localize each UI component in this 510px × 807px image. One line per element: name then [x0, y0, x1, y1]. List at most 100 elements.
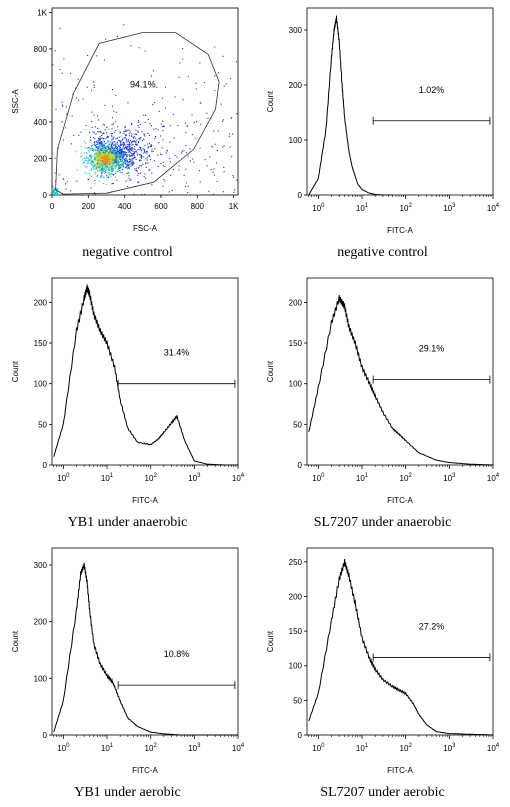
scatter-point	[103, 59, 105, 61]
scatter-point	[131, 150, 133, 152]
scatter-point	[98, 142, 100, 144]
scatter-point	[112, 133, 114, 135]
scatter-point	[123, 162, 125, 164]
scatter-point	[213, 168, 215, 170]
scatter-point	[101, 134, 103, 136]
scatter-point	[133, 156, 135, 159]
scatter-point	[127, 129, 129, 131]
scatter-point	[96, 176, 98, 178]
scatter-point	[117, 166, 119, 168]
x-tick-label: 102	[400, 473, 413, 483]
scatter-point	[91, 126, 93, 128]
scatter-point	[94, 153, 96, 155]
scatter-point	[121, 153, 123, 155]
scatter-point	[96, 167, 98, 169]
scatter-point	[111, 152, 113, 154]
scatter-point	[145, 162, 147, 164]
scatter-point	[102, 145, 104, 147]
scatter-point	[108, 174, 110, 176]
scatter-point	[163, 125, 165, 127]
scatter-point	[187, 75, 189, 77]
scatter-point	[99, 157, 101, 159]
scatter-point	[107, 142, 109, 144]
scatter-point	[105, 38, 107, 40]
scatter-point	[111, 169, 113, 171]
scatter-point	[132, 162, 134, 164]
scatter-point	[100, 157, 102, 159]
scatter-point	[111, 136, 113, 138]
scatter-point	[150, 75, 153, 77]
scatter-point	[122, 155, 124, 157]
scatter-point	[231, 133, 234, 135]
scatter-point	[99, 166, 101, 168]
scatter-point	[122, 157, 125, 159]
histogram-line	[308, 15, 393, 196]
scatter-point	[124, 148, 126, 150]
scatter-point	[97, 127, 99, 129]
scatter-point	[70, 190, 72, 192]
scatter-point	[93, 165, 95, 167]
scatter-point	[95, 154, 97, 156]
scatter-point	[105, 150, 107, 152]
scatter-point	[131, 152, 133, 154]
scatter-point	[92, 131, 94, 133]
scatter-point	[223, 85, 225, 87]
scatter-point	[99, 137, 101, 139]
scatter-point	[145, 177, 147, 179]
scatter-point	[106, 161, 108, 164]
scatter-point	[107, 176, 109, 179]
scatter-point	[62, 105, 64, 107]
scatter-point	[134, 168, 136, 170]
scatter-point	[129, 143, 131, 145]
scatter-point	[117, 145, 120, 147]
scatter-point	[118, 154, 120, 156]
scatter-point	[99, 149, 101, 152]
scatter-point	[115, 160, 118, 162]
scatter-point	[97, 155, 99, 157]
scatter-point	[233, 191, 235, 194]
scatter-point	[117, 163, 119, 165]
scatter-point	[122, 159, 124, 162]
scatter-point	[93, 84, 95, 86]
scatter-point	[119, 167, 121, 169]
caption-sl7207-aerobic: SL7207 under aerobic	[320, 785, 445, 800]
scatter-point	[97, 163, 99, 165]
scatter-point	[91, 149, 93, 151]
scatter-point	[94, 145, 96, 147]
scatter-point	[112, 159, 114, 161]
scatter-point	[87, 157, 89, 159]
scatter-point	[164, 166, 166, 168]
scatter-point	[97, 164, 99, 166]
scatter-point	[108, 160, 110, 163]
scatter-point	[159, 153, 161, 155]
scatter-point	[126, 149, 129, 151]
scatter-point	[117, 152, 119, 154]
scatter-point	[107, 164, 109, 166]
scatter-point	[208, 190, 210, 192]
scatter-point	[66, 113, 68, 115]
y-tick-label: 100	[34, 380, 48, 389]
scatter-point	[121, 139, 123, 141]
scatter-point	[114, 161, 116, 163]
scatter-point	[109, 173, 111, 175]
scatter-point	[82, 159, 84, 161]
x-tick-label: 101	[101, 743, 114, 753]
scatter-point	[99, 162, 101, 164]
gate-polygon	[55, 32, 220, 195]
y-tick-label: 50	[38, 420, 47, 429]
scatter-point	[103, 144, 105, 146]
scatter-point	[94, 126, 96, 128]
scatter-point	[125, 159, 128, 161]
scatter-point	[151, 150, 153, 152]
plot-frame	[306, 277, 494, 466]
scatter-point	[52, 193, 54, 195]
y-tick-label: 0	[298, 731, 303, 740]
scatter-point	[133, 158, 135, 160]
scatter-point	[113, 150, 115, 152]
scatter-point	[110, 133, 112, 135]
scatter-point	[127, 167, 129, 169]
scatter-point	[105, 157, 107, 160]
scatter-point	[137, 181, 139, 184]
scatter-point	[101, 153, 104, 155]
x-tick-label: 800	[191, 202, 205, 211]
